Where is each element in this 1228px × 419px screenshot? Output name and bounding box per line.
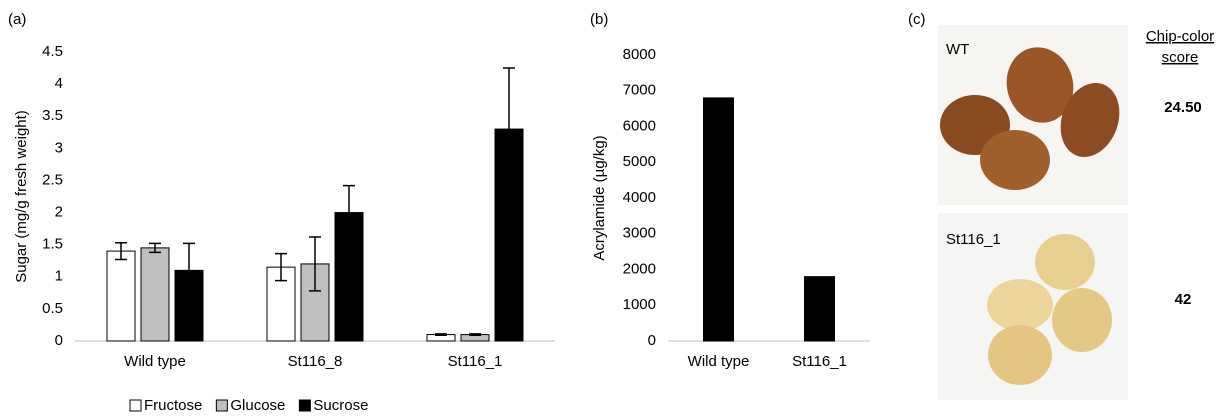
y-axis-title: Acrylamide (µg/kg): [591, 135, 608, 260]
bar: [140, 247, 170, 342]
error-bar: [115, 241, 127, 261]
score: 42: [1175, 291, 1192, 308]
y-tick-label: 1: [55, 268, 63, 285]
y-tick-label: 0.5: [42, 300, 63, 317]
error-bar: [343, 184, 355, 241]
error-bar: [275, 252, 287, 282]
y-tick-label: 4: [55, 75, 63, 92]
x-tick-label: St116_8: [288, 353, 343, 370]
legend-swatch: [129, 399, 142, 412]
bar: [106, 250, 136, 342]
y-tick-label: 8000: [623, 46, 656, 63]
error-bar: [183, 242, 195, 299]
y-tick-label: 3000: [623, 225, 656, 242]
y-tick-label: 3.5: [42, 107, 63, 124]
y-tick-label: 4000: [623, 189, 656, 206]
y-tick-label: 1000: [623, 296, 656, 313]
legend-label: Fructose: [144, 397, 202, 414]
error-bar: [435, 333, 447, 336]
row-label: St116_1: [946, 231, 1001, 248]
score-header: score: [1162, 49, 1199, 66]
y-tick-label: 7000: [623, 82, 656, 99]
bar: [804, 276, 835, 342]
x-tick-label: St116_1: [448, 353, 503, 370]
bar: [703, 97, 734, 342]
y-tick-label: 0: [648, 332, 656, 349]
photo-st116-1: [938, 213, 1128, 400]
y-tick-label: 4.5: [42, 43, 63, 60]
y-tick-label: 3: [55, 139, 63, 156]
y-tick-label: 2.5: [42, 171, 63, 188]
y-tick-label: 6000: [623, 117, 656, 134]
x-tick-label: Wild type: [124, 353, 186, 370]
error-bar: [309, 236, 321, 292]
legend-label: Glucose: [230, 397, 285, 414]
score: 24.50: [1164, 99, 1202, 116]
error-bar: [503, 67, 515, 191]
y-tick-label: 5000: [623, 153, 656, 170]
panel-label: (a): [8, 11, 26, 28]
legend-swatch: [215, 399, 228, 412]
error-bar: [149, 242, 161, 254]
panel-label: (c): [908, 11, 926, 28]
x-tick-label: St116_1: [792, 353, 847, 370]
x-tick-label: Wild type: [688, 353, 750, 370]
y-axis-title: Sugar (mg/g fresh weight): [13, 110, 30, 283]
legend-label: Sucrose: [313, 397, 368, 414]
row-label: WT: [946, 41, 969, 58]
y-tick-label: 1.5: [42, 236, 63, 253]
score-header: Chip-color: [1146, 28, 1214, 45]
y-tick-label: 2: [55, 204, 63, 221]
y-tick-label: 2000: [623, 260, 656, 277]
error-bar: [469, 333, 481, 336]
panel-label: (b): [590, 11, 608, 28]
y-tick-label: 0: [55, 332, 63, 349]
photo-wt: [938, 25, 1128, 205]
legend-swatch: [298, 399, 311, 412]
